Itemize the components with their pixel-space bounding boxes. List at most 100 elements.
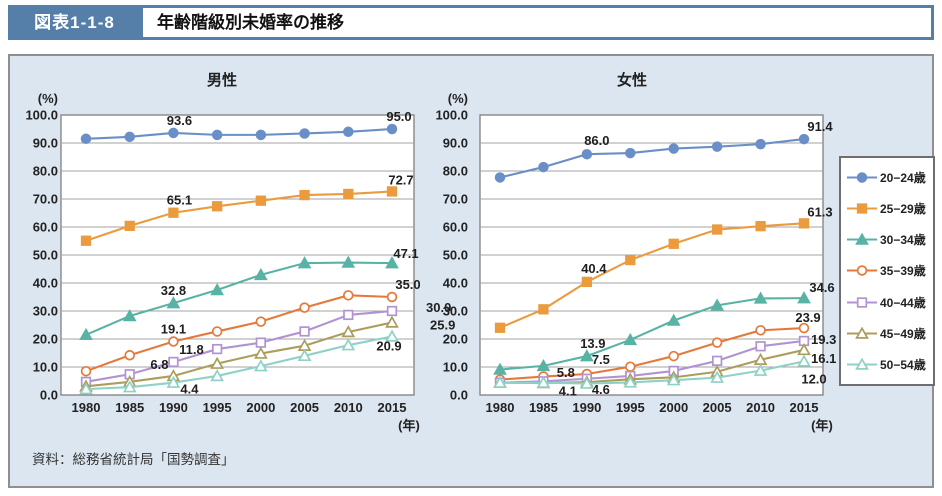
y-tick-label: 10.0 bbox=[33, 360, 58, 375]
data-point-marker bbox=[124, 220, 135, 232]
data-point-marker bbox=[385, 329, 399, 342]
data-point-marker bbox=[210, 283, 224, 296]
data-point-marker bbox=[343, 188, 354, 200]
data-label: 40.4 bbox=[581, 261, 607, 276]
series-30-34歳: 13.9 34.6 bbox=[493, 280, 835, 375]
x-tick-label: 1990 bbox=[572, 400, 601, 415]
data-label: 11.8 bbox=[179, 342, 204, 357]
data-point-marker bbox=[797, 354, 811, 367]
series-line bbox=[499, 327, 805, 381]
data-point-marker bbox=[668, 238, 679, 249]
data-point-marker bbox=[710, 298, 724, 311]
data-label: 5.8 bbox=[557, 365, 575, 380]
x-tick-label: 2015 bbox=[790, 400, 819, 415]
legend-marker-icon bbox=[847, 233, 877, 246]
data-point-marker bbox=[343, 290, 354, 301]
legend-marker-icon bbox=[847, 265, 877, 277]
data-point-marker bbox=[297, 256, 312, 269]
series-line bbox=[85, 321, 393, 388]
series-line bbox=[85, 261, 393, 336]
data-point-marker bbox=[386, 305, 398, 317]
data-label: 23.9 bbox=[795, 310, 820, 325]
data-point-marker bbox=[211, 201, 223, 212]
data-point-marker bbox=[711, 141, 723, 152]
x-tick-label: 2015 bbox=[378, 400, 407, 415]
data-point-marker bbox=[580, 376, 594, 389]
x-tick-label: 2000 bbox=[246, 400, 275, 415]
data-point-marker bbox=[666, 373, 681, 386]
data-point-marker bbox=[385, 315, 399, 328]
y-tick-label: 0.0 bbox=[450, 388, 468, 403]
legend-marker-icon bbox=[847, 203, 877, 214]
data-point-marker bbox=[386, 186, 398, 197]
y-axis-unit: (%) bbox=[448, 91, 468, 106]
legend-label: 40−44歳 bbox=[880, 295, 926, 310]
data-point-marker bbox=[254, 359, 268, 372]
legend-marker bbox=[855, 357, 869, 370]
x-tick-label: 1995 bbox=[616, 400, 645, 415]
data-point-marker bbox=[755, 341, 766, 352]
data-point-marker bbox=[168, 127, 179, 139]
data-label: 95.0 bbox=[386, 109, 411, 124]
data-point-marker bbox=[711, 337, 723, 348]
legend-marker-icon bbox=[847, 172, 877, 183]
data-point-marker bbox=[386, 291, 398, 303]
legend-item: 25−29歳 bbox=[846, 200, 931, 217]
x-tick-label: 2000 bbox=[659, 400, 688, 415]
data-point-marker bbox=[385, 256, 399, 269]
data-point-marker bbox=[299, 302, 310, 313]
y-tick-label: 50.0 bbox=[33, 248, 58, 263]
chart-panel: 男性 0.0 10.0 20.0 30.0 40.0 50.0 60.0 70.0 80.0 90.… bbox=[8, 54, 935, 488]
data-point-marker bbox=[80, 365, 92, 377]
data-point-marker bbox=[668, 350, 679, 362]
data-point-marker bbox=[343, 126, 354, 138]
data-label: 13.9 bbox=[580, 336, 605, 351]
data-point-marker bbox=[124, 349, 135, 361]
data-label: 25.9 bbox=[430, 317, 455, 332]
chart-title: 女性 bbox=[617, 71, 647, 89]
data-point-marker bbox=[122, 309, 137, 322]
y-tick-label: 30.0 bbox=[443, 304, 468, 319]
x-tick-label: 2010 bbox=[334, 400, 363, 415]
y-tick-label: 80.0 bbox=[443, 164, 468, 179]
x-tick-label: 2010 bbox=[746, 400, 775, 415]
data-point-marker bbox=[753, 291, 768, 304]
data-point-marker bbox=[494, 172, 506, 183]
data-point-marker bbox=[536, 375, 551, 388]
data-point-marker bbox=[666, 313, 681, 326]
data-point-marker bbox=[755, 221, 766, 232]
series-35-39歳: 19.1 35.0 bbox=[80, 277, 421, 377]
data-point-marker bbox=[797, 342, 811, 356]
series-25-29歳: 65.1 72.7 bbox=[80, 172, 414, 246]
data-point-marker bbox=[166, 375, 181, 388]
y-tick-label: 90.0 bbox=[33, 136, 58, 151]
source-note: 資料：総務省統計局「国勢調査」 bbox=[32, 452, 235, 467]
data-point-marker bbox=[254, 267, 268, 281]
chart-male: 男性 0.0 10.0 20.0 30.0 40.0 50.0 60.0 70.0 80.0 90.… bbox=[25, 71, 455, 433]
legend-marker-icon bbox=[847, 326, 877, 339]
data-label: 61.3 bbox=[807, 204, 832, 219]
data-label: 16.1 bbox=[811, 351, 836, 366]
data-label: 19.1 bbox=[161, 322, 186, 337]
data-point-marker bbox=[755, 325, 766, 336]
data-label: 20.9 bbox=[376, 338, 401, 353]
data-point-marker bbox=[343, 309, 354, 321]
data-label: 4.6 bbox=[592, 382, 610, 397]
y-tick-label: 30.0 bbox=[33, 304, 58, 319]
data-point-marker bbox=[711, 355, 723, 366]
data-point-marker bbox=[166, 296, 181, 309]
legend-marker bbox=[856, 265, 868, 277]
y-tick-label: 100.0 bbox=[435, 108, 468, 123]
data-point-marker bbox=[341, 255, 356, 268]
figure-header: 図表1-1-8 年齢階級別未婚率の推移 bbox=[8, 5, 934, 40]
x-axis-unit: (年) bbox=[811, 418, 833, 433]
data-point-marker bbox=[753, 363, 768, 376]
legend-marker bbox=[856, 172, 868, 183]
series-line bbox=[85, 335, 393, 391]
data-point-marker bbox=[538, 304, 549, 315]
data-point-marker bbox=[255, 316, 267, 327]
series-20-24歳: 86.0 91.4 bbox=[494, 119, 833, 183]
legend-marker bbox=[856, 203, 868, 214]
data-point-marker bbox=[254, 346, 268, 359]
data-label: 91.4 bbox=[807, 119, 833, 134]
